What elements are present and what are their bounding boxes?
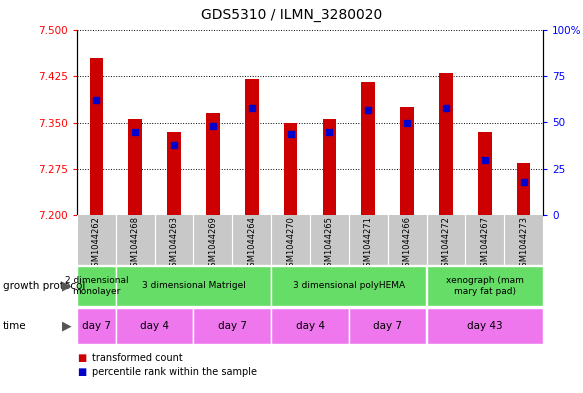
Bar xyxy=(517,163,531,215)
Text: time: time xyxy=(3,321,27,331)
Bar xyxy=(271,266,427,306)
Bar xyxy=(349,308,427,344)
Text: GSM1044270: GSM1044270 xyxy=(286,217,295,272)
Bar xyxy=(439,73,453,215)
Text: day 7: day 7 xyxy=(218,321,247,331)
Text: GDS5310 / ILMN_3280020: GDS5310 / ILMN_3280020 xyxy=(201,8,382,22)
Bar xyxy=(206,113,220,215)
Text: 2 dimensional
monolayer: 2 dimensional monolayer xyxy=(65,276,128,296)
Text: ■: ■ xyxy=(77,367,86,377)
Text: ■: ■ xyxy=(77,353,86,363)
Text: GSM1044269: GSM1044269 xyxy=(208,217,217,272)
Bar xyxy=(116,308,194,344)
Text: GSM1044272: GSM1044272 xyxy=(441,217,451,272)
Text: growth protocol: growth protocol xyxy=(3,281,85,291)
Text: GSM1044264: GSM1044264 xyxy=(247,217,257,272)
Text: transformed count: transformed count xyxy=(92,353,182,363)
Text: day 7: day 7 xyxy=(373,321,402,331)
Text: day 7: day 7 xyxy=(82,321,111,331)
Text: day 43: day 43 xyxy=(467,321,503,331)
Text: percentile rank within the sample: percentile rank within the sample xyxy=(92,367,257,377)
Text: GSM1044273: GSM1044273 xyxy=(519,217,528,272)
Bar xyxy=(284,123,297,215)
Text: GSM1044265: GSM1044265 xyxy=(325,217,334,272)
Bar xyxy=(427,308,543,344)
Text: day 4: day 4 xyxy=(296,321,325,331)
Bar xyxy=(245,79,258,215)
Text: GSM1044266: GSM1044266 xyxy=(403,217,412,272)
Text: GSM1044271: GSM1044271 xyxy=(364,217,373,272)
Bar xyxy=(478,132,491,215)
Text: ▶: ▶ xyxy=(62,279,71,292)
Bar xyxy=(128,119,142,215)
Text: GSM1044267: GSM1044267 xyxy=(480,217,489,272)
Text: GSM1044263: GSM1044263 xyxy=(170,217,178,272)
Bar xyxy=(90,58,103,215)
Bar xyxy=(77,308,116,344)
Text: ▶: ▶ xyxy=(62,320,71,332)
Bar xyxy=(401,107,414,215)
Bar xyxy=(361,83,375,215)
Bar xyxy=(77,266,116,306)
Bar xyxy=(271,308,349,344)
Text: GSM1044268: GSM1044268 xyxy=(131,217,140,272)
Text: xenograph (mam
mary fat pad): xenograph (mam mary fat pad) xyxy=(446,276,524,296)
Bar xyxy=(427,266,543,306)
Text: 3 dimensional polyHEMA: 3 dimensional polyHEMA xyxy=(293,281,405,290)
Bar xyxy=(322,119,336,215)
Bar xyxy=(194,308,271,344)
Text: day 4: day 4 xyxy=(140,321,169,331)
Bar xyxy=(116,266,271,306)
Text: GSM1044262: GSM1044262 xyxy=(92,217,101,272)
Bar xyxy=(167,132,181,215)
Text: 3 dimensional Matrigel: 3 dimensional Matrigel xyxy=(142,281,245,290)
